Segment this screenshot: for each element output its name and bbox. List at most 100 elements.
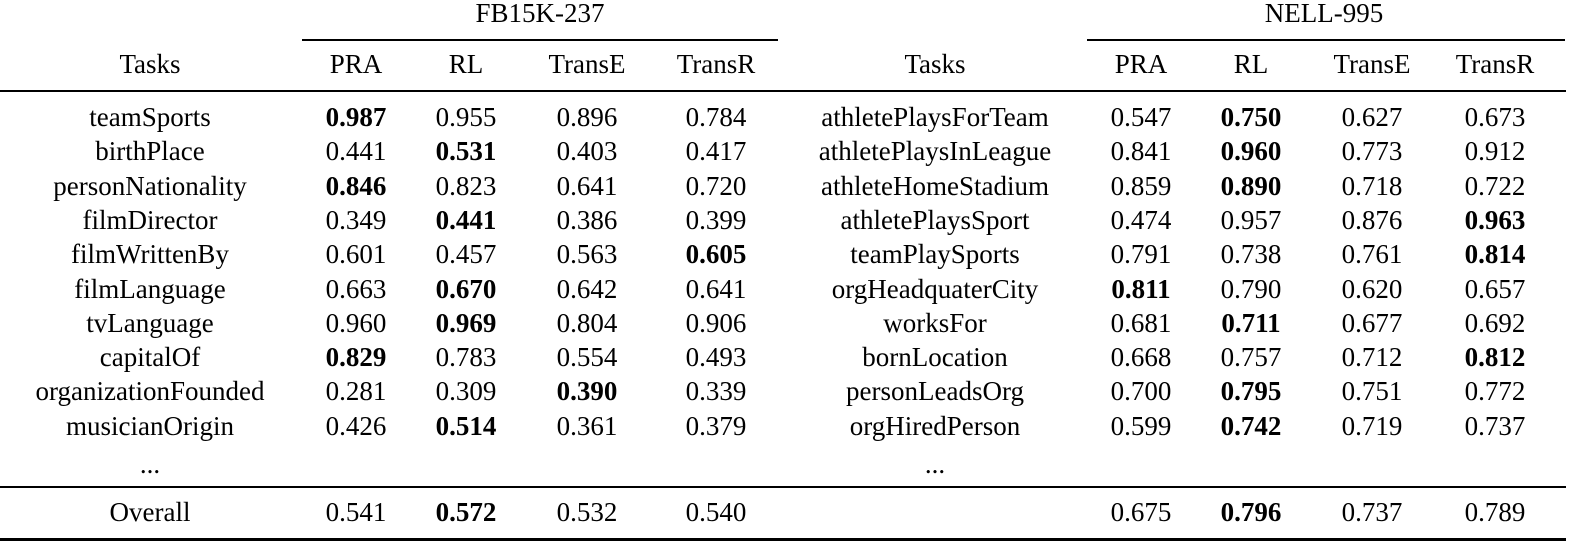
score-cell: 0.722 [1464, 170, 1526, 201]
score-cell: 0.670 [435, 273, 497, 304]
dataset-title-fb15k-237: FB15K-237 [475, 0, 605, 28]
task-name: birthPlace [95, 136, 205, 167]
score-cell: 0.474 [1110, 204, 1172, 235]
column-header: TransE [548, 49, 626, 79]
score-cell: 0.719 [1341, 410, 1403, 441]
score-cell: 0.426 [325, 410, 387, 441]
score-cell: 0.804 [556, 307, 618, 338]
score-cell: 0.795 [1220, 376, 1282, 407]
score-cell: 0.876 [1341, 204, 1403, 235]
score-cell: 0.859 [1110, 170, 1172, 201]
overall-score-cell: 0.541 [325, 497, 387, 527]
score-cell: 0.963 [1464, 204, 1526, 235]
task-name: athletePlaysForTeam [821, 102, 1049, 132]
task-name: capitalOf [99, 342, 201, 373]
ellipsis-row: ... [139, 449, 161, 479]
score-cell: 0.783 [435, 342, 497, 373]
score-cell: 0.514 [435, 410, 497, 441]
score-cell: 0.811 [1111, 273, 1171, 304]
score-cell: 0.757 [1220, 342, 1282, 373]
score-cell: 0.829 [325, 342, 387, 373]
score-cell: 0.814 [1464, 239, 1526, 270]
score-cell: 0.957 [1220, 204, 1282, 235]
score-cell: 0.620 [1341, 273, 1403, 304]
task-name: organizationFounded [35, 376, 265, 407]
score-cell: 0.890 [1220, 170, 1282, 201]
task-name: personLeadsOrg [846, 376, 1024, 407]
task-name: athletePlaysSport [840, 204, 1030, 235]
score-cell: 0.960 [325, 307, 387, 338]
score-cell: 0.955 [435, 102, 497, 132]
score-cell: 0.417 [685, 136, 747, 167]
overall-label: Overall [109, 497, 191, 527]
score-cell: 0.441 [435, 204, 497, 235]
score-cell: 0.554 [556, 342, 618, 373]
score-cell: 0.960 [1220, 136, 1282, 167]
ellipsis-row: ... [924, 449, 946, 479]
score-cell: 0.987 [325, 102, 387, 132]
task-name: orgHeadquaterCity [831, 273, 1039, 304]
score-cell: 0.599 [1110, 410, 1172, 441]
top-rule-nell [1087, 39, 1565, 41]
task-name: bornLocation [862, 342, 1008, 373]
score-cell: 0.750 [1220, 102, 1282, 132]
header-rule [0, 90, 1566, 92]
score-cell: 0.441 [325, 136, 387, 167]
column-header: RL [1233, 49, 1269, 79]
score-cell: 0.386 [556, 204, 618, 235]
overall-score-cell: 0.737 [1341, 497, 1403, 527]
score-cell: 0.627 [1341, 102, 1403, 132]
score-cell: 0.742 [1220, 410, 1282, 441]
score-cell: 0.361 [556, 410, 618, 441]
score-cell: 0.906 [685, 307, 747, 338]
task-name: filmWrittenBy [71, 239, 229, 270]
score-cell: 0.718 [1341, 170, 1403, 201]
score-cell: 0.403 [556, 136, 618, 167]
score-cell: 0.823 [435, 170, 497, 201]
overall-rule [0, 486, 1566, 488]
score-cell: 0.677 [1341, 307, 1403, 338]
score-cell: 0.605 [685, 239, 747, 270]
score-cell: 0.692 [1464, 307, 1526, 338]
task-name: orgHiredPerson [849, 410, 1021, 441]
score-cell: 0.912 [1464, 136, 1526, 167]
column-header: Tasks [119, 49, 181, 79]
score-cell: 0.772 [1464, 376, 1526, 407]
score-cell: 0.457 [435, 239, 497, 270]
score-cell: 0.601 [325, 239, 387, 270]
top-rule-fb15k [302, 39, 778, 41]
column-header: PRA [329, 49, 383, 79]
score-cell: 0.281 [325, 376, 387, 407]
score-cell: 0.711 [1221, 307, 1281, 338]
score-cell: 0.349 [325, 204, 387, 235]
score-cell: 0.663 [325, 273, 387, 304]
column-header: Tasks [904, 49, 966, 79]
overall-score-cell: 0.789 [1464, 497, 1526, 527]
overall-score-cell: 0.675 [1110, 497, 1172, 527]
score-cell: 0.681 [1110, 307, 1172, 338]
score-cell: 0.673 [1464, 102, 1526, 132]
task-name: teamPlaySports [850, 239, 1020, 270]
column-header: PRA [1114, 49, 1168, 79]
score-cell: 0.773 [1341, 136, 1403, 167]
task-name: musicianOrigin [66, 410, 234, 441]
score-cell: 0.668 [1110, 342, 1172, 373]
score-cell: 0.812 [1464, 342, 1526, 373]
score-cell: 0.841 [1110, 136, 1172, 167]
score-cell: 0.738 [1220, 239, 1282, 270]
score-cell: 0.339 [685, 376, 747, 407]
task-name: filmDirector [82, 204, 218, 235]
task-name: athleteHomeStadium [821, 170, 1049, 201]
overall-score-cell: 0.532 [556, 497, 618, 527]
score-cell: 0.737 [1464, 410, 1526, 441]
task-name: worksFor [883, 307, 987, 338]
task-name: teamSports [89, 102, 211, 132]
overall-score-cell: 0.796 [1220, 497, 1282, 527]
score-cell: 0.493 [685, 342, 747, 373]
score-cell: 0.700 [1110, 376, 1172, 407]
score-cell: 0.399 [685, 204, 747, 235]
score-cell: 0.790 [1220, 273, 1282, 304]
score-cell: 0.969 [435, 307, 497, 338]
score-cell: 0.641 [556, 170, 618, 201]
score-cell: 0.791 [1110, 239, 1172, 270]
